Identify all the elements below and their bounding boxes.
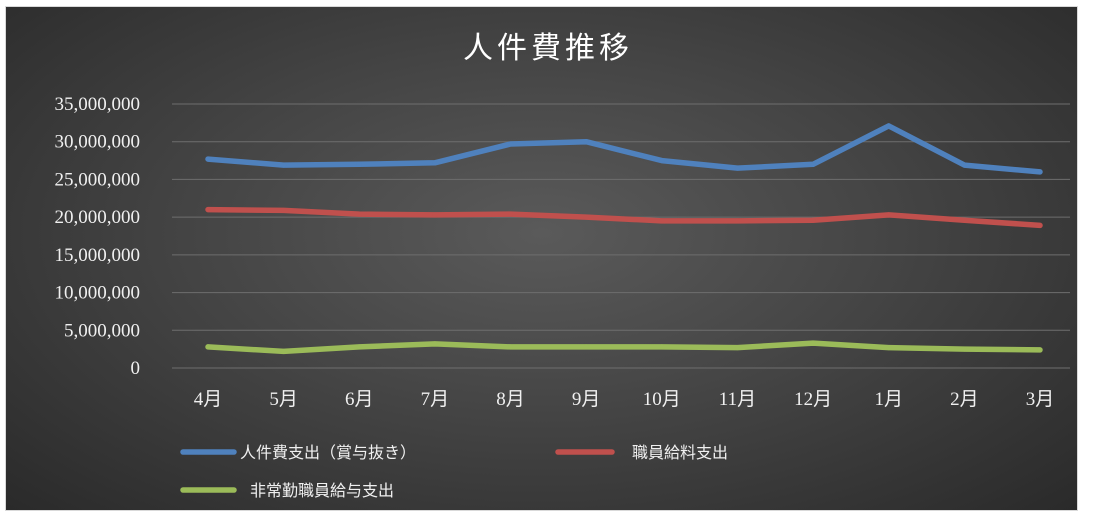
legend-label: 人件費支出（賞与抜き） <box>240 443 416 462</box>
data-point <box>281 207 287 213</box>
data-point <box>810 217 816 223</box>
x-tick-label: 9月 <box>572 389 601 410</box>
data-point <box>961 162 967 168</box>
data-point <box>583 344 589 350</box>
data-point <box>961 217 967 223</box>
data-point <box>583 214 589 220</box>
y-tick-label: 20,000,000 <box>55 207 141 228</box>
data-point <box>886 212 892 218</box>
data-point <box>281 348 287 354</box>
data-point <box>886 123 892 129</box>
x-tick-label: 1月 <box>874 389 903 410</box>
series-lines <box>205 123 1043 355</box>
data-point <box>810 340 816 346</box>
y-tick-label: 10,000,000 <box>55 283 141 304</box>
data-point <box>508 344 514 350</box>
data-point <box>432 341 438 347</box>
y-tick-label: 30,000,000 <box>55 132 141 153</box>
gridlines <box>172 103 1070 369</box>
data-point <box>1037 347 1043 353</box>
x-tick-label: 12月 <box>794 389 832 410</box>
data-point <box>508 211 514 217</box>
data-point <box>356 211 362 217</box>
x-tick-label: 11月 <box>719 389 756 410</box>
data-point <box>205 207 211 213</box>
data-point <box>734 165 740 171</box>
y-tick-label: 5,000,000 <box>64 320 140 341</box>
x-tick-label: 7月 <box>421 389 450 410</box>
data-point <box>432 160 438 166</box>
data-point <box>356 344 362 350</box>
data-point <box>1037 222 1043 228</box>
legend-label: 非常勤職員給与支出 <box>250 481 394 500</box>
data-point <box>1037 169 1043 175</box>
data-point <box>961 346 967 352</box>
data-point <box>356 161 362 167</box>
data-point <box>659 158 665 164</box>
data-point <box>205 344 211 350</box>
chart-title: 人件費推移 <box>463 31 633 66</box>
data-point <box>659 218 665 224</box>
x-tick-label: 3月 <box>1026 389 1055 410</box>
x-axis-labels: 4月 5月 6月 7月 8月 9月 10月 11月 12月 1月 2月 3月 <box>194 389 1055 410</box>
x-tick-label: 6月 <box>345 389 374 410</box>
series-line-1 <box>205 123 1043 175</box>
y-tick-label: 0 <box>131 358 141 379</box>
series-line-2 <box>205 206 1043 229</box>
series-line-3 <box>205 340 1043 355</box>
x-tick-label: 4月 <box>194 389 223 410</box>
y-tick-label: 25,000,000 <box>55 169 141 190</box>
data-point <box>432 212 438 218</box>
x-tick-label: 2月 <box>950 389 979 410</box>
legend-label: 職員給料支出 <box>632 443 728 462</box>
y-tick-label: 35,000,000 <box>55 94 141 115</box>
data-point <box>886 345 892 351</box>
data-point <box>659 344 665 350</box>
y-tick-label: 15,000,000 <box>55 245 141 266</box>
data-point <box>508 141 514 147</box>
x-tick-label: 5月 <box>269 389 298 410</box>
data-point <box>281 162 287 168</box>
data-point <box>734 345 740 351</box>
data-point <box>583 139 589 145</box>
data-point <box>810 161 816 167</box>
y-axis-labels: 0 5,000,000 10,000,000 15,000,000 20,000,000… <box>55 94 141 379</box>
x-tick-label: 8月 <box>496 389 525 410</box>
x-tick-label: 10月 <box>643 389 681 410</box>
chart-area <box>5 6 1078 511</box>
data-point <box>734 218 740 224</box>
data-point <box>205 156 211 162</box>
